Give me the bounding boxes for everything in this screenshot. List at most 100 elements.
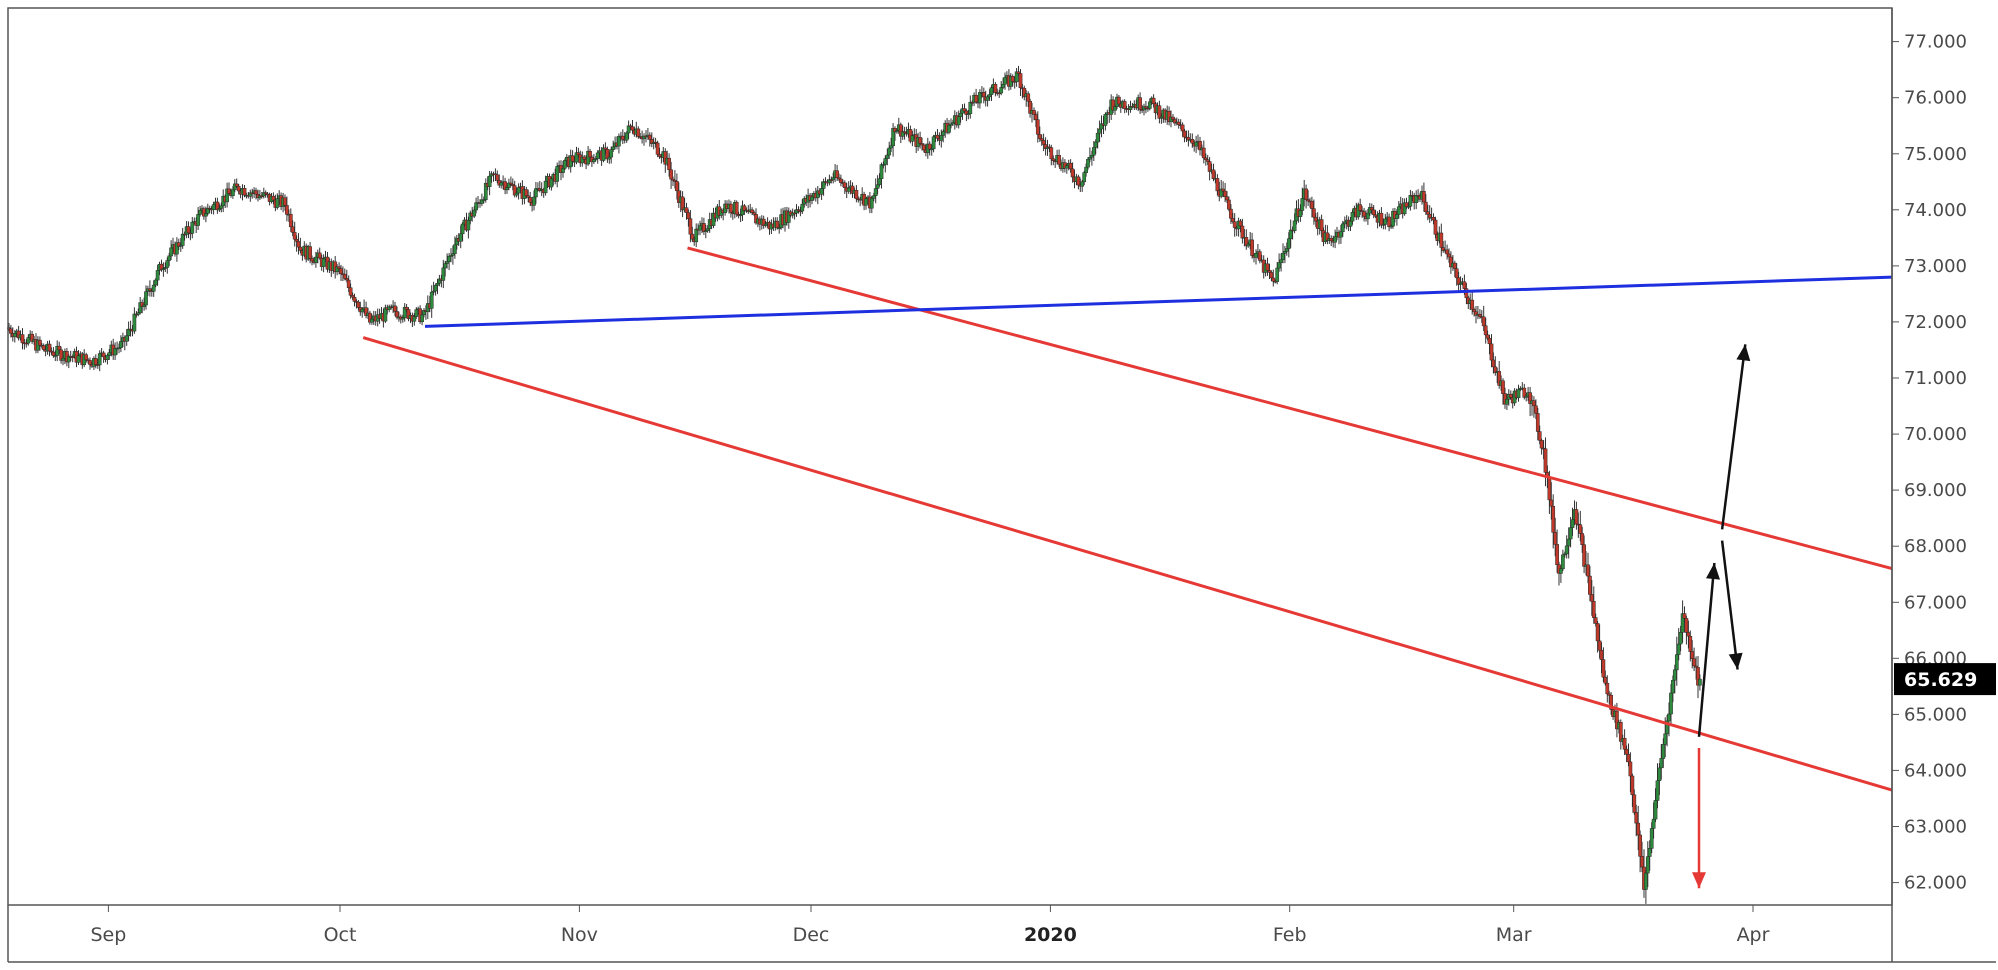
candle-body — [1333, 236, 1337, 243]
candle-body — [105, 355, 110, 360]
support-line[interactable] — [362, 336, 1893, 792]
candle-body — [1229, 208, 1233, 219]
candle-body — [337, 266, 341, 269]
candle-body — [1595, 623, 1600, 642]
y-tick-label: 69.000 — [1904, 480, 1967, 501]
candle-body — [414, 309, 419, 317]
candle-body — [356, 301, 361, 308]
candle-body — [443, 263, 448, 269]
candle-body — [775, 220, 780, 229]
candle-body — [12, 333, 17, 338]
candle-body — [1319, 219, 1324, 231]
candle-body — [1230, 218, 1235, 222]
candle-body — [113, 348, 117, 356]
arrow-up-short-head — [1706, 563, 1720, 580]
candle-body — [1593, 617, 1598, 624]
candle-body — [987, 94, 992, 98]
candle-body — [1157, 105, 1162, 119]
candle-body — [879, 164, 884, 179]
candle-body — [1566, 538, 1571, 547]
candle-body — [275, 198, 280, 208]
blue-line[interactable] — [424, 275, 1893, 328]
candle-body — [458, 233, 463, 242]
candle-body — [1644, 872, 1648, 890]
candle-body — [1669, 692, 1673, 715]
candle-body — [225, 188, 229, 203]
candle-body — [1003, 77, 1007, 85]
candle-body — [1588, 575, 1592, 595]
candle-body — [1369, 207, 1374, 211]
candle-body — [750, 209, 754, 213]
candle-body — [1362, 211, 1366, 217]
candle-body — [1288, 229, 1293, 239]
candle-body — [1358, 204, 1363, 211]
candle-body — [466, 220, 471, 231]
candle-body — [1082, 172, 1087, 183]
candle-body — [839, 178, 843, 183]
candle-body — [1684, 618, 1689, 633]
arrow-down-right[interactable] — [1720, 540, 1739, 670]
candle-body — [136, 312, 141, 315]
candle-body — [516, 187, 521, 194]
candle-body — [1647, 848, 1652, 857]
candle-body — [698, 225, 702, 231]
candle-body — [576, 152, 581, 156]
x-tick-label: Feb — [1273, 924, 1307, 946]
candle-body — [675, 181, 679, 192]
candle-body — [1508, 393, 1513, 398]
candle-body — [352, 296, 357, 302]
upper-red-line[interactable] — [687, 246, 1893, 571]
candle-body — [412, 316, 417, 322]
candle-body — [831, 177, 836, 181]
candle-body — [624, 132, 629, 141]
x-tick-label: Sep — [90, 924, 126, 946]
candle-body — [1057, 155, 1061, 165]
candle-body — [1462, 281, 1467, 289]
candle-body — [227, 188, 231, 194]
candle-body — [441, 267, 446, 281]
candle-body — [846, 187, 851, 192]
candle-body — [161, 268, 166, 271]
candle-body — [1269, 272, 1274, 279]
candle-body — [1032, 110, 1036, 115]
candle-body — [1371, 209, 1376, 216]
candle-body — [570, 155, 575, 162]
y-tick-label: 74.000 — [1904, 200, 1967, 221]
candle-body — [1227, 199, 1231, 210]
candle-body — [38, 339, 42, 346]
candle-body — [647, 134, 652, 140]
candle-body — [132, 313, 137, 332]
candle-body — [729, 203, 733, 213]
last-price-label: 65.629 — [1904, 669, 1977, 691]
candle-body — [1203, 157, 1208, 160]
candle-body — [1221, 188, 1225, 192]
candle-body — [617, 136, 621, 147]
candle-body — [883, 158, 888, 165]
arrow-up-long[interactable] — [1720, 344, 1747, 530]
candle-body — [1464, 288, 1469, 299]
candle-body — [1505, 398, 1509, 405]
candle-body — [9, 328, 13, 334]
candle-body — [1431, 217, 1436, 221]
candle-body — [1383, 218, 1388, 225]
candle-body — [595, 152, 600, 159]
candle-body — [935, 134, 940, 139]
candle-body — [1041, 140, 1046, 145]
candle-body — [1580, 533, 1585, 545]
candle-body — [236, 186, 241, 192]
candle-body — [51, 351, 56, 356]
candle-body — [1051, 158, 1056, 161]
candle-body — [690, 233, 695, 240]
arrow-up-short[interactable] — [1697, 562, 1716, 737]
candle-body — [1630, 775, 1635, 796]
candle-body — [1329, 238, 1334, 242]
candle-body — [1671, 679, 1675, 694]
candle-body — [1549, 499, 1554, 507]
y-tick-label: 64.000 — [1904, 760, 1967, 781]
candle-body — [346, 279, 351, 288]
arrow-down-red-head — [1692, 872, 1706, 889]
candle-body — [555, 166, 560, 182]
candle-body — [1491, 359, 1496, 368]
